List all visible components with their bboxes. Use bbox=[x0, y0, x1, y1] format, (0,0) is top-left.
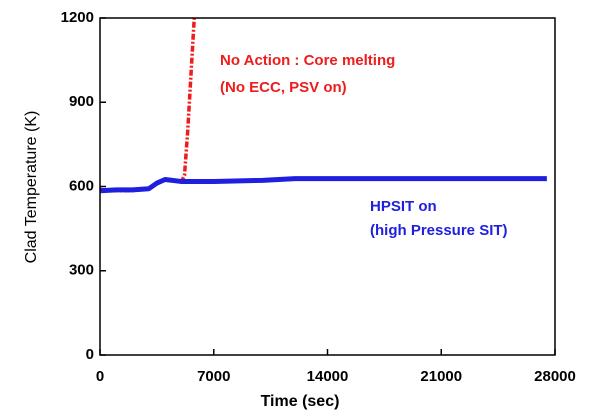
y-tick-label: 1200 bbox=[61, 9, 94, 26]
x-tick-label: 0 bbox=[96, 368, 104, 385]
y-tick-label: 300 bbox=[69, 262, 94, 279]
x-tick-label: 14000 bbox=[307, 368, 349, 385]
annotation: (high Pressure SIT) bbox=[370, 222, 508, 239]
y-tick-label: 600 bbox=[69, 177, 94, 194]
x-tick-label: 7000 bbox=[197, 368, 230, 385]
series-line bbox=[99, 17, 196, 193]
plot-frame bbox=[99, 17, 556, 356]
x-axis-label: Time (sec) bbox=[261, 393, 340, 410]
annotation: No Action : Core melting bbox=[220, 52, 395, 69]
y-axis-label: Clad Temperature (K) bbox=[23, 111, 40, 264]
y-tick-label: 0 bbox=[86, 346, 94, 363]
x-tick-label: 28000 bbox=[534, 368, 576, 385]
series-line bbox=[99, 176, 547, 194]
x-tick-label: 21000 bbox=[420, 368, 462, 385]
y-tick-label: 900 bbox=[69, 93, 94, 110]
annotation: HPSIT on bbox=[370, 198, 437, 215]
annotation: (No ECC, PSV on) bbox=[220, 79, 347, 96]
